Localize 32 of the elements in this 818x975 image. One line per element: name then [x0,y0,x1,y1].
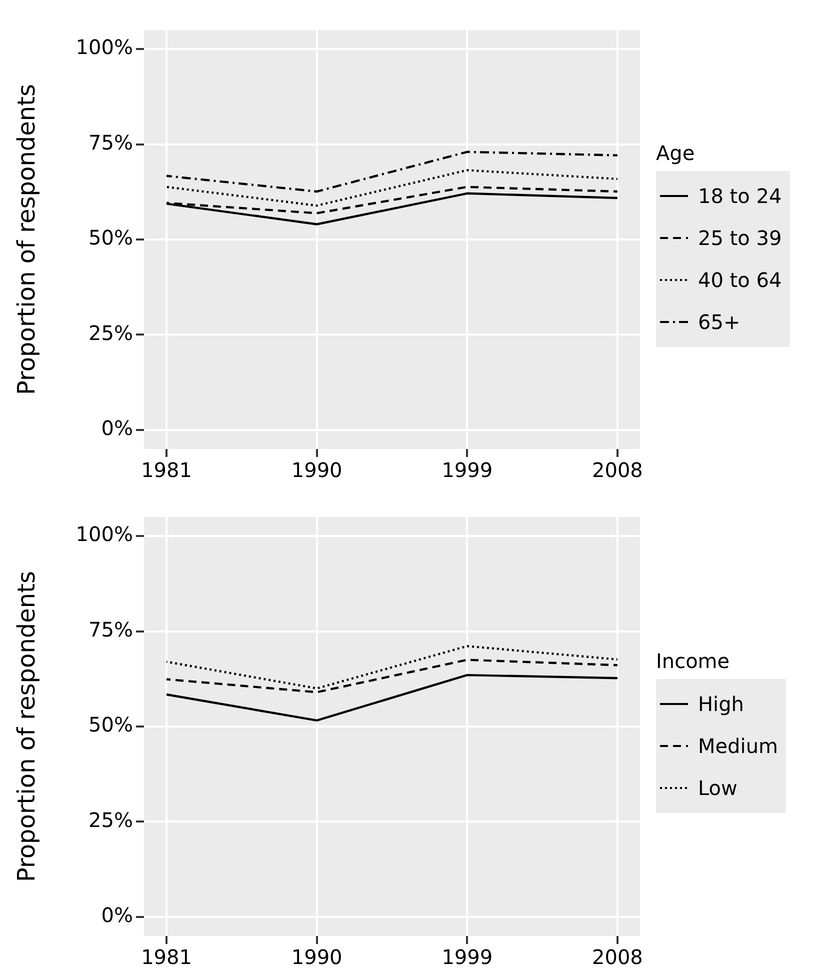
line-series [165,150,619,193]
x-tick-label: 1990 [291,945,342,970]
x-tick-label: 2008 [592,458,643,482]
y-tick-label: 50% [88,712,133,737]
legend-label: Medium [698,734,778,758]
y-tick-label: 100% [76,522,133,546]
y-axis-title: Proportion of respondents [12,570,41,882]
y-tick-label: 25% [88,320,133,345]
legend-label: High [698,692,744,716]
line-series [165,169,619,207]
y-axis-title: Proportion of respondents [12,84,41,396]
x-tick-label: 1999 [442,945,493,970]
y-tick-label: 25% [88,808,133,832]
y-tick-label: 0% [101,903,133,928]
legend-title: Age [656,140,696,164]
x-tick-label: 1990 [291,458,342,482]
x-tick-label: 1999 [442,458,493,482]
y-tick-label: 75% [88,617,133,642]
y-tick-label: 75% [88,130,133,154]
legend-label: 65+ [698,310,740,334]
line-series [165,645,619,690]
legend-label: 40 to 64 [698,268,782,292]
legend-label: 18 to 24 [698,184,782,208]
x-tick-label: 1981 [141,945,192,970]
legend-label: 25 to 39 [698,226,782,250]
y-tick-label: 100% [76,35,133,60]
x-tick-label: 2008 [592,945,643,970]
y-tick-label: 0% [101,416,133,440]
y-tick-label: 50% [88,226,133,250]
x-tick-label: 1981 [141,458,192,482]
legend-label: Low [698,776,738,800]
legend-title: Income [656,648,731,672]
